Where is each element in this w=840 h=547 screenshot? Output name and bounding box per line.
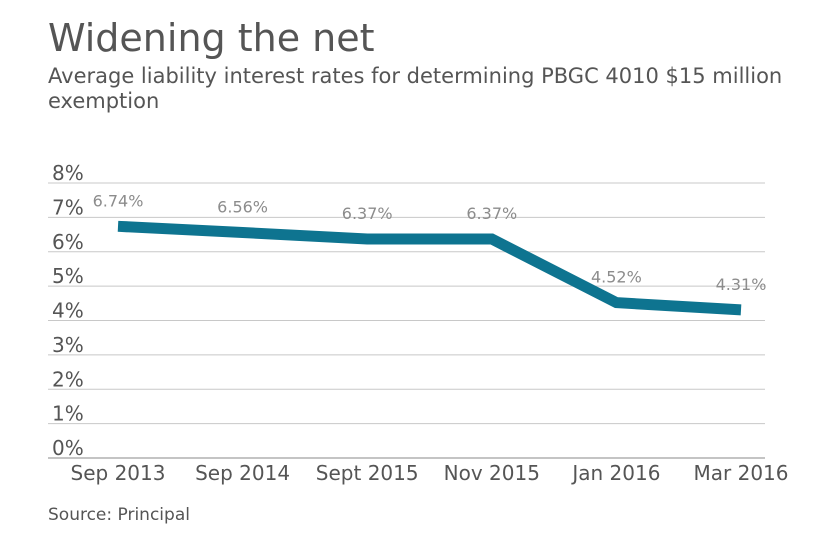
chart-title: Widening the net xyxy=(48,16,375,60)
x-tick-label: Sept 2015 xyxy=(316,461,419,485)
x-tick-label: Nov 2015 xyxy=(444,461,540,485)
x-tick-label: Sep 2013 xyxy=(71,461,166,485)
data-label: 4.31% xyxy=(716,275,767,294)
data-label: 6.37% xyxy=(342,204,393,223)
chart-subtitle: Average liability interest rates for det… xyxy=(48,64,783,113)
y-tick-label: 8% xyxy=(52,161,84,185)
y-tick-label: 0% xyxy=(52,436,84,460)
y-tick-label: 2% xyxy=(52,367,84,391)
series-line xyxy=(117,220,742,316)
x-tick-label: Sep 2014 xyxy=(195,461,290,485)
data-label: 6.37% xyxy=(466,204,517,223)
y-tick-label: 4% xyxy=(52,299,84,323)
y-tick-label: 3% xyxy=(52,333,84,357)
y-tick-label: 1% xyxy=(52,402,84,426)
y-tick-label: 7% xyxy=(52,195,84,219)
x-tick-label: Jan 2016 xyxy=(570,461,660,485)
y-tick-label: 6% xyxy=(52,230,84,254)
data-label: 6.56% xyxy=(217,198,268,217)
data-label: 4.52% xyxy=(591,268,642,287)
y-tick-label: 5% xyxy=(52,264,84,288)
x-tick-label: Mar 2016 xyxy=(694,461,789,485)
source-note: Source: Principal xyxy=(48,505,190,525)
data-label: 6.74% xyxy=(93,191,144,210)
